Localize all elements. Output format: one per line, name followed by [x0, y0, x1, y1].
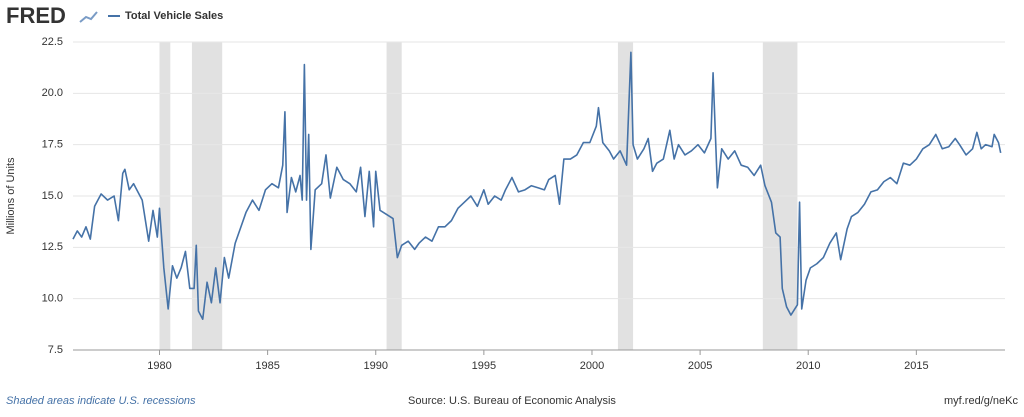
x-tick-label: 2005	[688, 360, 712, 372]
x-tick-label: 1985	[255, 360, 279, 372]
y-tick-label: 17.5	[42, 139, 63, 151]
logo[interactable]: FRED	[6, 3, 66, 28]
x-tick-label: 1990	[363, 360, 387, 372]
logo-icon	[79, 11, 98, 23]
link[interactable]: myf.red/g/neKc	[944, 395, 1018, 407]
source: Source: U.S. Bureau of Economic Analysis	[408, 395, 616, 407]
y-tick-label: 15.0	[42, 190, 63, 202]
y-tick-label: 10.0	[42, 293, 63, 305]
y-tick-label: 22.5	[42, 36, 63, 48]
y-tick-label: 12.5	[42, 241, 63, 253]
x-tick-label: 2015	[904, 360, 928, 372]
data-line	[72, 51, 1002, 320]
x-tick-label: 1980	[147, 360, 171, 372]
legend-label: Total Vehicle Sales	[125, 10, 223, 22]
x-tick-label: 2010	[796, 360, 820, 372]
y-axis-label: Millions of Units	[5, 157, 17, 235]
recession-note: Shaded areas indicate U.S. recessions	[6, 395, 196, 407]
x-tick-label: 1995	[472, 360, 496, 372]
y-tick-label: 7.5	[48, 344, 63, 356]
x-tick-label: 2000	[580, 360, 604, 372]
y-tick-label: 20.0	[42, 87, 63, 99]
